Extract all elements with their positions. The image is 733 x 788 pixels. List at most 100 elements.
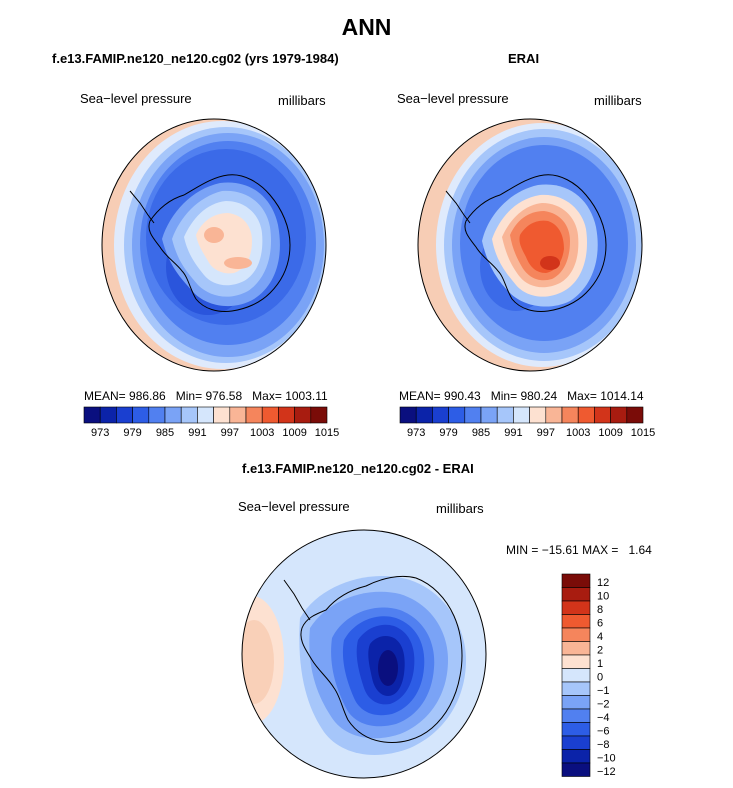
panel-2-mean-label: MEAN= <box>399 389 441 403</box>
panel-3-colorbar-tick-label: −2 <box>597 699 610 711</box>
panel-3-colorbar-swatch <box>561 627 591 642</box>
panel-2-units-label: millibars <box>594 93 642 108</box>
panel-3-colorbar-tick-label: −12 <box>597 766 616 778</box>
panel-2-variable-label: Sea−level pressure <box>397 91 509 106</box>
panel-1-stats: MEAN= 986.86 Min= 976.58 Max= 1003.11 <box>84 389 328 403</box>
panel-1-min-label: Min= <box>175 389 203 403</box>
panel-1-colorbar-swatch <box>83 406 101 424</box>
panel-3-colorbar-tick-label: 2 <box>597 645 603 657</box>
panel-3-units-label: millibars <box>436 501 484 516</box>
panel-3-colorbar-swatch <box>561 641 591 656</box>
panel-2-title: ERAI <box>508 51 540 66</box>
panel-2-colorbar-swatch <box>448 406 466 424</box>
panel-3-colorbar-tick-label: 8 <box>597 604 603 616</box>
panel-1-colorbar-tick-label: 973 <box>91 427 109 439</box>
panel-2-colorbar-tick-label: 991 <box>504 427 522 439</box>
panel-1-colorbar-swatch <box>229 406 247 424</box>
panel-2-colorbar-tick-label: 1003 <box>566 427 590 439</box>
panel-1-colorbar-tick-label: 997 <box>221 427 239 439</box>
panel-3-colorbar-tick-label: 6 <box>597 618 603 630</box>
panel-1-colorbar-tick-label: 991 <box>188 427 206 439</box>
panel-2-colorbar-swatch <box>415 406 433 424</box>
panel-1-colorbar-swatch <box>278 406 295 424</box>
panel-1-colorbar-swatch <box>294 406 312 424</box>
panel-3-map-border <box>241 529 487 779</box>
panel-3-colorbar-tick-label: 0 <box>597 672 603 684</box>
panel-3-min-label: MIN = <box>506 543 539 557</box>
panel-1-colorbar-tick-label: 1003 <box>250 427 274 439</box>
panel-3-colorbar-swatch <box>561 573 591 588</box>
panel-2-colorbar-swatch <box>399 406 417 424</box>
panel-2-colorbar-swatch <box>577 406 595 424</box>
panel-3-colorbar-tick-label: −4 <box>597 712 610 724</box>
panel-3-colorbar-swatch <box>561 762 591 777</box>
panel-3-colorbar-tick-label: −10 <box>597 753 616 765</box>
panel-2-colorbar-swatch <box>610 406 628 424</box>
panel-2-colorbar-tick-label: 1009 <box>598 427 622 439</box>
panel-1-colorbar-swatch <box>197 406 214 424</box>
panel-3-variable-label: Sea−level pressure <box>238 499 350 514</box>
panel-2-colorbar-swatch <box>594 406 611 424</box>
panel-2-max-value: 1014.14 <box>600 389 644 403</box>
panel-1-units-label: millibars <box>278 93 326 108</box>
panel-3-colorbar-tick-label: 4 <box>597 631 603 643</box>
panel-2-colorbar-swatch <box>626 406 644 424</box>
panel-1-colorbar-swatch <box>261 406 279 424</box>
panel-2-colorbar-swatch <box>561 406 579 424</box>
panel-1-colorbar-tick-label: 979 <box>123 427 141 439</box>
panel-1-max-value: 1003.11 <box>285 389 328 403</box>
panel-1-field <box>102 119 326 371</box>
panel-3-colorbar-tick-label: 12 <box>597 577 609 589</box>
panel-3-colorbar-swatch <box>561 735 591 750</box>
panel-1-colorbar-swatch <box>180 406 198 424</box>
panel-3-colorbar-swatch <box>561 600 591 615</box>
panel-2-min-value: 980.24 <box>520 389 558 403</box>
panel-3-title: f.e13.FAMIP.ne120_ne120.cg02 - ERAI <box>242 461 474 476</box>
panel-3-colorbar-swatch <box>561 654 591 669</box>
panel-2-colorbar-swatch <box>480 406 498 424</box>
panel-3-map <box>241 529 487 779</box>
panel-1-colorbar-swatch <box>213 406 231 424</box>
panel-3-stats: MIN = −15.61 MAX = 1.64 <box>506 543 652 557</box>
panel-1-colorbar-tick-label: 1009 <box>282 427 306 439</box>
panel-2-colorbar-tick-label: 973 <box>407 427 425 439</box>
panel-2-colorbar-tick-label: 997 <box>537 427 555 439</box>
panel-2-max-label: Max= <box>567 389 597 403</box>
panel-1-colorbar-swatch <box>245 406 263 424</box>
panel-2-min-label: Min= <box>490 389 518 403</box>
panel-1-colorbar-swatch <box>148 406 166 424</box>
panel-3-field <box>242 530 486 778</box>
panel-3-colorbar-swatch <box>561 722 591 737</box>
panel-1-colorbar-tick-label: 985 <box>156 427 174 439</box>
panel-3-colorbar-tick-label: 10 <box>597 591 609 603</box>
panel-1-title: f.e13.FAMIP.ne120_ne120.cg02 (yrs 1979-1… <box>52 51 339 66</box>
panel-2-colorbar-tick-label: 1015 <box>631 427 655 439</box>
panel-2-colorbar: 973 979 985 991 997 1003 1009 1015 <box>399 406 655 439</box>
panel-2-mean-value: 990.43 <box>444 389 481 403</box>
panel-3-max-value: 1.64 <box>628 543 652 557</box>
panel-2-field <box>418 119 642 371</box>
panel-3-min-value: −15.61 <box>541 543 579 557</box>
panel-1-colorbar-swatch <box>99 406 117 424</box>
panel-2-colorbar-swatch <box>464 406 482 424</box>
panel-3-colorbar-tick-label: 1 <box>597 658 603 670</box>
panel-1-mean-value: 986.86 <box>129 389 166 403</box>
panel-1-max-label: Max= <box>252 389 282 403</box>
panel-3-colorbar-swatch <box>561 614 591 629</box>
panel-2-colorbar-swatch <box>545 406 563 424</box>
panel-1-colorbar: 973 979 985 991 997 1003 1009 1015 <box>83 406 339 439</box>
panel-2-colorbar-swatch <box>432 406 449 424</box>
panel-3-colorbar-swatch <box>561 708 591 723</box>
panel-2-colorbar-swatch <box>529 406 547 424</box>
panel-1-mean-label: MEAN= <box>84 389 126 403</box>
panel-3-colorbar-swatch <box>561 587 591 602</box>
panel-3-colorbar-tick-label: −8 <box>597 739 610 751</box>
panel-2-colorbar-swatch <box>513 406 530 424</box>
panel-2-stats: MEAN= 990.43 Min= 980.24 Max= 1014.14 <box>399 389 644 403</box>
panel-3-colorbar-tick-label: −1 <box>597 685 610 697</box>
panel-1-colorbar-swatch <box>164 406 182 424</box>
page-title: ANN <box>341 14 392 40</box>
panel-1-variable-label: Sea−level pressure <box>80 91 192 106</box>
panel-1-colorbar-swatch <box>116 406 133 424</box>
